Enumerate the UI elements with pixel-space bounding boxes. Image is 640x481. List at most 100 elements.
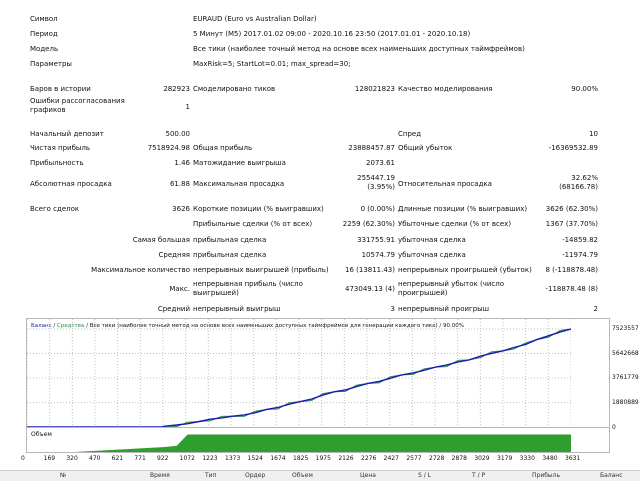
max-win-label-2: выигрышей) [193,289,239,297]
max-drawdown-percent: (3.95%) [367,183,395,191]
x-tick-label: 2427 [383,455,399,462]
col-time: Время [150,472,170,479]
x-tick-label: 922 [157,455,169,462]
bars-value: 282923 [163,85,190,93]
symbol-value: EURAUD (Euro vs Australian Dollar) [193,15,317,23]
period-label: Период [30,30,58,38]
errors-value: 1 [185,103,190,111]
gross-profit-label: Общая прибыль [193,144,253,152]
x-tick-label: 3631 [565,455,581,462]
model-value: Все тики (наиболее точный метод на основ… [193,45,525,53]
max-loss-value: -118878.48 (8) [545,285,598,293]
errors-label-1: Ошибки рассогласования [30,97,125,105]
avgcount-prefix: Средний [157,305,190,313]
symbol-label: Символ [30,15,58,23]
maxcount-win-value: 16 (13811.43) [345,266,395,274]
avg-profit-value: 10574.79 [361,251,395,259]
legend-sep: / [51,323,58,329]
maxcount-loss-value: 8 (-118878.48) [545,266,598,274]
col-tp: T / P [472,472,486,479]
col-volume: Объем [292,472,313,479]
x-tick-label: 1373 [225,455,241,462]
x-tick-label: 3330 [519,455,535,462]
maxcount-loss-label: непрерывных проигрышей (убыток) [398,266,532,274]
col-price: Цена [360,472,376,479]
largest-loss-label: убыточная сделка [398,236,466,244]
largest-loss-value: -14859.82 [562,236,598,244]
volume-label: Объем [31,431,52,438]
gross-profit-value: 23888457.87 [348,144,395,152]
quality-label: Качество моделирования [398,85,493,93]
rel-drawdown-amount: (68166.78) [559,183,598,191]
spread-value: 10 [589,130,598,138]
trades-table-header: № Время Тип Ордер Объем Цена S / L T / P… [0,470,640,481]
ticks-label: Смоделировано тиков [193,85,276,93]
short-positions-label: Короткие позиции (% выигравших) [193,205,324,213]
x-tick-label: 621 [111,455,124,462]
rel-drawdown-label: Относительная просадка [398,180,492,188]
x-tick-label: 2276 [361,455,377,462]
loss-trades-value: 1367 (37.70%) [545,220,598,228]
total-trades-value: 3626 [172,205,190,213]
long-positions-label: Длинные позиции (% выигравших) [398,205,528,213]
avgcount-win-label: непрерывный выигрыш [193,305,281,313]
errors-label-2: графиков [30,106,66,114]
x-tick-label: 2577 [406,455,422,462]
avgcount-win-value: 3 [390,305,395,313]
x-tick-label: 169 [43,455,56,462]
balance-series-line [27,328,571,428]
profit-trades-label: Прибыльные сделки (% от всех) [193,220,313,228]
x-tick-label: 470 [89,455,101,462]
net-profit-label: Чистая прибыль [30,144,91,152]
model-label: Модель [30,45,59,53]
avg-loss-label: убыточная сделка [398,251,466,259]
volume-chart-svg [27,434,571,452]
period-value: 5 Минут (M5) 2017.01.02 09:00 - 2020.10.… [193,30,471,38]
abs-drawdown-value: 61.88 [169,180,190,188]
max-loss-label-1: непрерывный убыток (число [398,280,505,288]
profit-factor-label: Прибыльность [30,159,84,167]
col-sl: S / L [418,472,431,479]
legend-balance: Баланс [31,323,52,329]
params-label: Параметры [30,60,72,68]
short-positions-value: 0 (0.00%) [360,205,395,213]
largest-profit-label: прибыльная сделка [193,236,267,244]
x-tick-label: 2878 [451,455,467,462]
col-order: Ордер [245,472,266,479]
y-tick-5: 0 [612,424,616,431]
max-drawdown-value: 255447.19 [357,174,395,182]
expected-payoff-label: Матожидание выигрыша [193,159,286,167]
x-tick-label: 1674 [270,455,286,462]
volume-chart: Объем [26,427,610,453]
loss-trades-label: Убыточные сделки (% от всех) [398,220,512,228]
largest-prefix: Самая большая [132,236,190,244]
max-drawdown-label: Максимальная просадка [193,180,285,188]
col-type: Тип [205,472,217,479]
rel-drawdown-value: 32.62% [571,174,598,182]
balance-chart-svg [27,319,571,431]
deposit-label: Начальный депозит [30,130,104,138]
legend-equity: Средства [57,323,85,329]
maxcount-prefix: Максимальное количество [91,266,190,274]
largest-profit-value: 331755.91 [357,236,395,244]
y-tick-3: 3761779 [612,374,639,381]
volume-area [27,434,571,452]
y-tick-1: 7523557 [612,325,639,332]
max-loss-label-2: проигрышей) [398,289,448,297]
y-tick-2: 5642668 [612,350,639,357]
net-profit-value: 7518924.98 [147,144,190,152]
maxcount-win-label: непрерывных выигрышей (прибыль) [193,266,329,274]
gross-loss-value: -16369532.89 [548,144,598,152]
avgcount-loss-value: 2 [593,305,598,313]
spread-label: Спред [398,130,422,138]
deposit-value: 500.00 [165,130,191,138]
params-value: MaxRisk=5; StartLot=0.01; max_spread=30; [193,60,351,68]
x-tick-label: 1825 [293,455,309,462]
expected-payoff-value: 2073.61 [366,159,395,167]
bars-label: Баров в истории [30,85,91,93]
profit-trades-value: 2259 (62.30%) [342,220,395,228]
avgcount-loss-label: непрерывный проигрыш [398,305,490,313]
x-tick-label: 1072 [179,455,195,462]
y-tick-4: 1880889 [612,399,639,406]
col-profit: Прибыль [532,472,561,479]
